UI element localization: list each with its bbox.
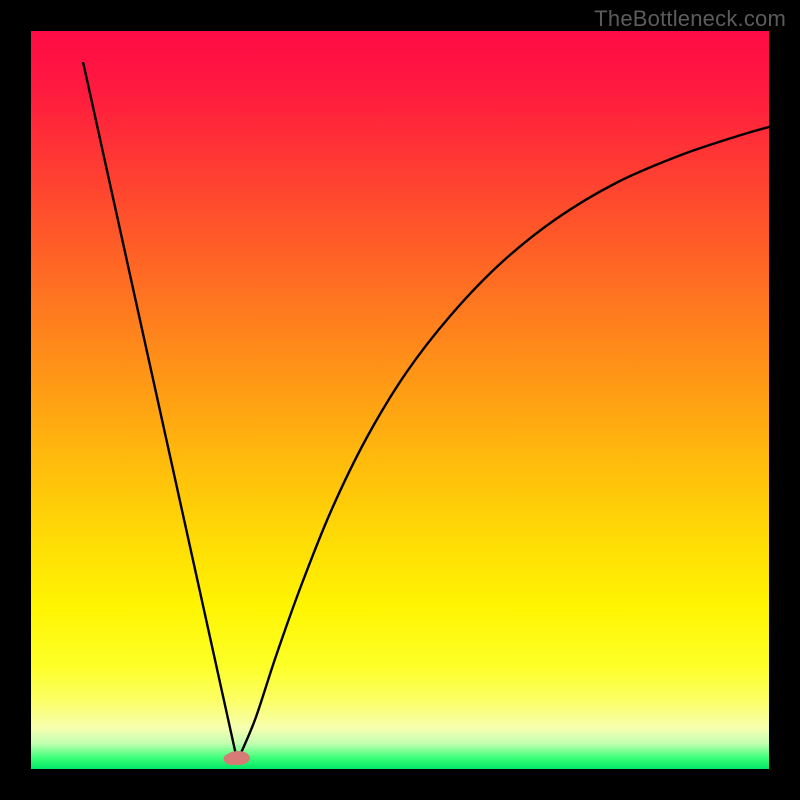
bottleneck-chart: TheBottleneck.com: [0, 0, 800, 800]
valley-marker-lobe: [224, 753, 241, 765]
chart-canvas: [0, 0, 800, 800]
gradient-background: [31, 31, 769, 769]
